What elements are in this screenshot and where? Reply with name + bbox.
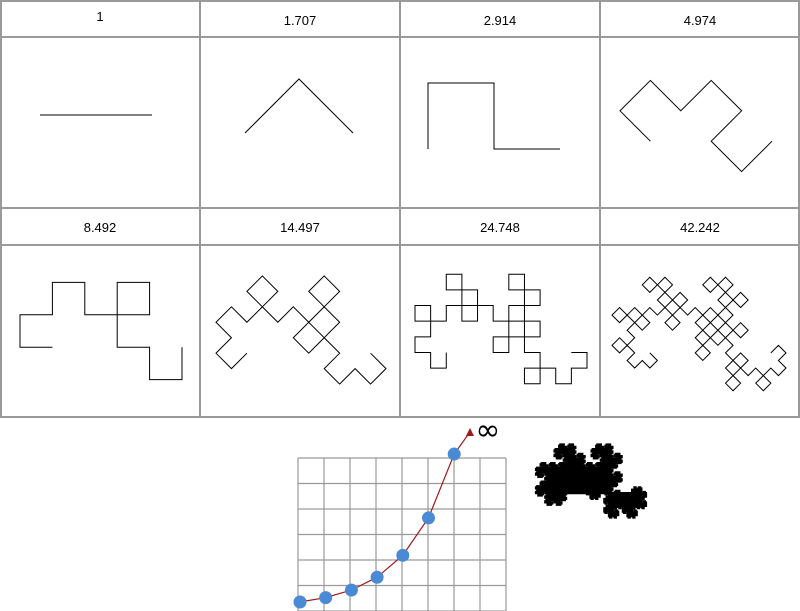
data-point bbox=[293, 595, 307, 609]
curve-path bbox=[611, 276, 787, 392]
curve-path bbox=[244, 78, 354, 134]
row-2-headers: 8.492 14.497 24.748 42.242 bbox=[84, 220, 720, 235]
growth-points bbox=[293, 447, 461, 609]
growth-section: ∞ bbox=[293, 418, 648, 611]
data-point bbox=[319, 591, 333, 605]
filled-dragon-fractal bbox=[534, 443, 648, 519]
length-label-6: 24.748 bbox=[480, 220, 520, 235]
fractal-iteration-table: 1 1.707 2.914 4.974 8.492 14.497 24.748 … bbox=[0, 0, 800, 418]
length-label-1: 1.707 bbox=[284, 13, 317, 28]
curve-path bbox=[19, 281, 183, 381]
dragon-curve-iteration-2 bbox=[427, 82, 560, 150]
length-label-3: 4.974 bbox=[684, 13, 717, 28]
data-point bbox=[447, 447, 461, 461]
dragon-curve-iteration-7 bbox=[611, 276, 787, 392]
data-point bbox=[422, 511, 435, 525]
row-1-headers: 1 1.707 2.914 4.974 bbox=[96, 9, 716, 28]
data-point bbox=[370, 570, 384, 584]
curve-path bbox=[414, 273, 588, 385]
dragon-curve-iteration-6 bbox=[414, 273, 588, 385]
dragon-curve-iteration-4 bbox=[19, 281, 183, 381]
infinity-symbol: ∞ bbox=[476, 418, 501, 448]
filled-dragon-shape bbox=[534, 443, 648, 519]
curve-path bbox=[427, 82, 560, 150]
dragon-curve-iteration-5 bbox=[215, 275, 387, 385]
arrow-head-icon bbox=[466, 428, 474, 436]
length-label-4: 8.492 bbox=[84, 220, 117, 235]
length-label-2: 2.914 bbox=[484, 13, 517, 28]
data-point bbox=[396, 548, 410, 562]
dragon-curve-iteration-1 bbox=[244, 78, 354, 134]
data-point bbox=[344, 583, 358, 597]
dragon-curve-iteration-3 bbox=[619, 79, 773, 173]
length-label-5: 14.497 bbox=[280, 220, 320, 235]
length-growth-plot: ∞ bbox=[293, 418, 507, 611]
curve-path bbox=[619, 79, 773, 173]
length-label-7: 42.242 bbox=[680, 220, 720, 235]
length-label-0: 1 bbox=[96, 9, 103, 24]
curve-path bbox=[215, 275, 387, 385]
plot-grid bbox=[297, 457, 507, 611]
table-grid-lines bbox=[0, 0, 800, 418]
